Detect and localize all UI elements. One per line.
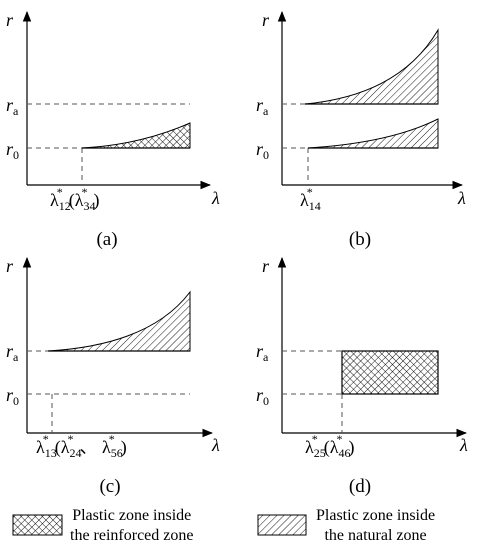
y-axis-label: r xyxy=(262,10,270,30)
x-axis-label: λ xyxy=(211,435,220,455)
legend xyxy=(12,514,307,536)
y-axis-label: r xyxy=(6,256,14,276)
x-axis-label: λ xyxy=(457,188,466,208)
lambda-tick-label: λ25* (λ46*) xyxy=(305,432,354,460)
ra-label: ra xyxy=(256,95,269,118)
legend-label-natural: Plastic zone inside the natural zone xyxy=(316,507,436,544)
ra-label: ra xyxy=(6,95,19,118)
legend-label-reinforced: Plastic zone inside the reinforced zone xyxy=(70,507,194,544)
ra-label: ra xyxy=(6,341,19,364)
panel-b: r λ ra r0 λ14* (b) xyxy=(256,10,466,250)
reinforced-plastic-zone xyxy=(81,122,191,149)
lambda-tick-label: λ13* (λ24*、 λ56*) xyxy=(36,432,127,460)
lambda-tick-label: λ12* (λ34*) xyxy=(50,185,99,213)
panel-a: r λ ra r0 λ12* (λ34*) (a) xyxy=(6,10,220,250)
panel-caption: (a) xyxy=(96,229,117,250)
panel-caption: (d) xyxy=(349,476,371,497)
panel-caption: (b) xyxy=(349,229,371,250)
r0-label: r0 xyxy=(6,139,19,162)
x-axis-label: λ xyxy=(459,435,468,455)
y-axis-label: r xyxy=(262,256,270,276)
y-axis-label: r xyxy=(6,10,14,30)
panel-caption: (c) xyxy=(99,476,120,497)
legend-swatch-reinforced xyxy=(12,514,63,536)
natural-plastic-zone xyxy=(47,290,191,352)
reinforced-plastic-zone xyxy=(341,350,439,395)
panel-c: r λ ra r0 λ13* (λ24*、 λ56*) (c) xyxy=(6,256,220,497)
lambda-tick-label: λ14* xyxy=(300,185,321,213)
reinforced-plastic-zone xyxy=(307,118,439,149)
panel-d: r λ ra r0 λ25* (λ46*) (d) xyxy=(256,256,468,497)
r0-label: r0 xyxy=(256,385,269,408)
ra-label: ra xyxy=(256,341,269,364)
r0-label: r0 xyxy=(256,139,269,162)
x-axis-label: λ xyxy=(211,188,220,208)
natural-plastic-zone xyxy=(304,28,439,105)
legend-swatch-natural xyxy=(257,514,307,536)
r0-label: r0 xyxy=(6,385,19,408)
